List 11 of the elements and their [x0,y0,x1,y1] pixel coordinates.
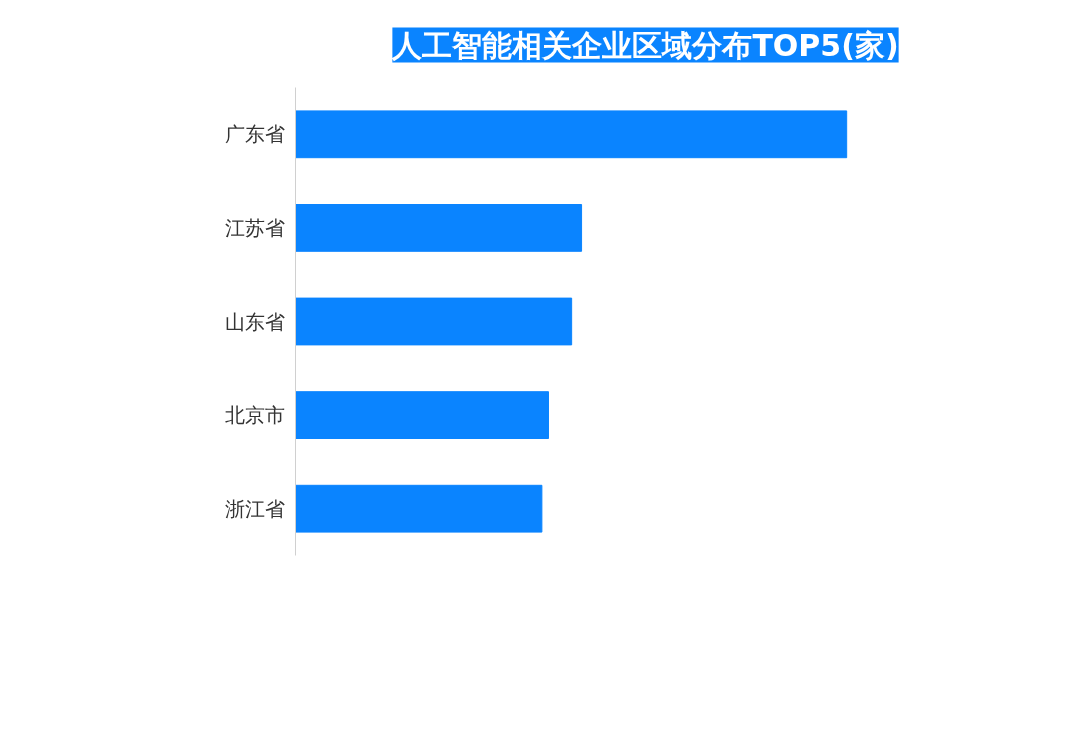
y-tick-label: 广东省 [224,122,285,147]
bar [295,484,543,533]
y-tick-label: 北京市 [224,403,285,428]
y-tick-label: 江苏省 [224,215,285,240]
bar [295,391,549,439]
chart-title: 人工智能相关企业区域分布TOP5(家) [391,27,899,63]
y-tick-label: 山东省 [224,309,285,334]
bar [295,297,573,346]
y-tick-label: 浙江省 [224,496,285,521]
bar [295,204,583,252]
bar [295,110,848,159]
